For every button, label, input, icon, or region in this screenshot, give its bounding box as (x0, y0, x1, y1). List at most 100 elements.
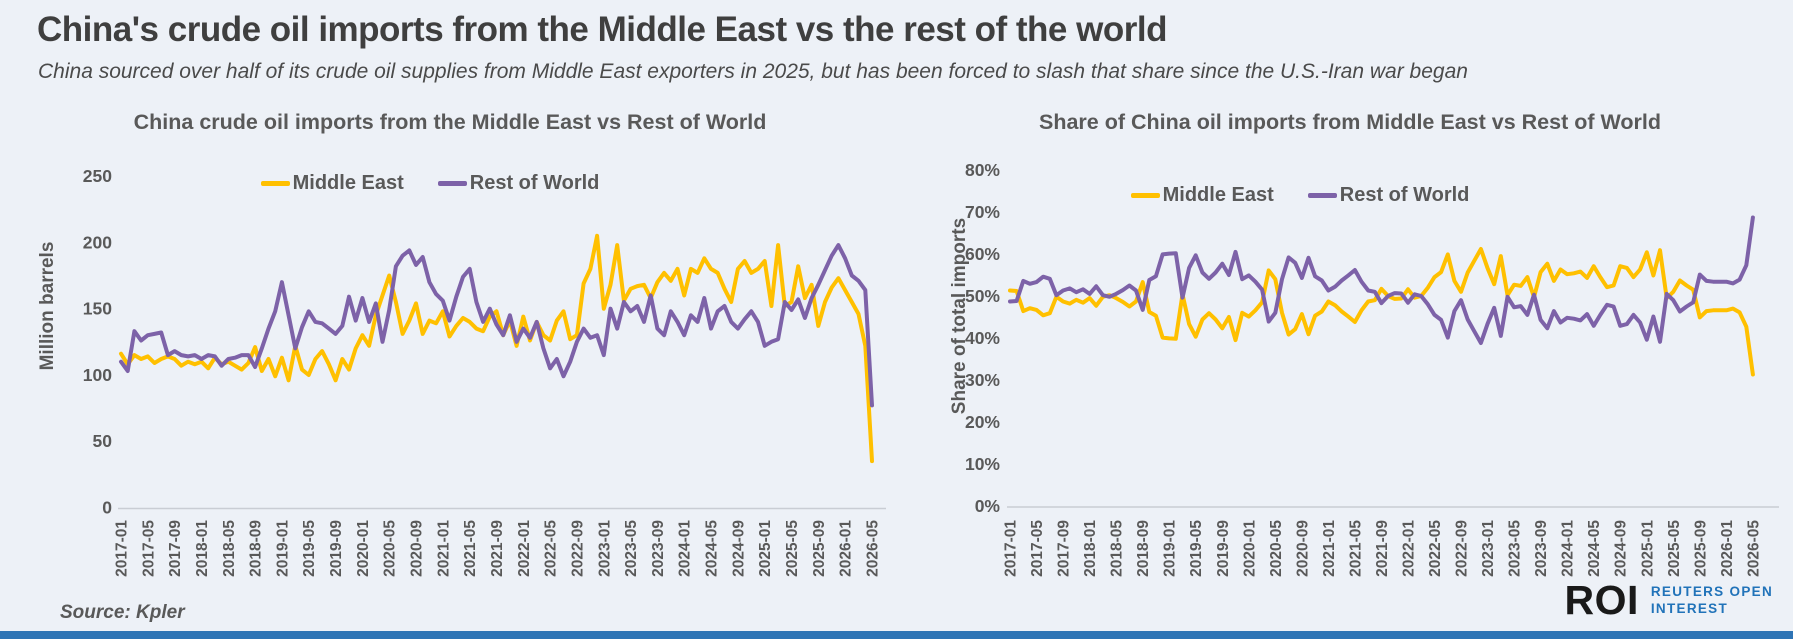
rest-of-world-line-swatch (1307, 193, 1337, 198)
middle-east-line-swatch (1130, 193, 1160, 198)
left-chart-title: China crude oil imports from the Middle … (133, 110, 767, 134)
x-tick-label: 2018-01 (1082, 520, 1099, 577)
x-tick-label: 2017-05 (140, 520, 157, 577)
x-tick-label: 2020-09 (1294, 520, 1311, 577)
x-tick-label: 2023-05 (1507, 520, 1524, 577)
series-line-middle-east (119, 233, 874, 464)
bottom-accent-bar (0, 631, 1793, 639)
y-tick-label: 20% (965, 412, 1000, 432)
x-tick-label: 2019-01 (274, 520, 291, 577)
x-tick-label: 2025-01 (1639, 520, 1656, 577)
x-tick-label: 2021-01 (435, 520, 452, 577)
legend-item-rest-of-world: Rest of World (437, 172, 600, 195)
x-tick-label: 2024-05 (704, 520, 721, 577)
x-tick-label: 2025-05 (784, 520, 801, 577)
page-title: China's crude oil imports from the Middl… (37, 10, 1167, 49)
x-tick-label: 2024-09 (1613, 520, 1630, 577)
roi-logo-line1: REUTERS OPEN (1650, 583, 1773, 599)
source-note: Source: Kpler (60, 602, 185, 623)
x-tick-label: 2022-09 (569, 520, 586, 577)
x-tick-label: 2023-05 (623, 520, 640, 577)
right-chart-title: Share of China oil imports from Middle E… (1039, 110, 1661, 134)
y-tick-label: 0% (975, 496, 1001, 516)
legend-item-rest-of-world: Rest of World (1307, 184, 1470, 207)
legend-label: Middle East (292, 172, 404, 194)
x-tick-label: 2024-05 (1586, 520, 1603, 577)
y-tick-label: 50 (93, 431, 113, 451)
y-tick-label: 30% (965, 370, 1000, 390)
y-tick-label: 40% (965, 328, 1000, 348)
x-tick-label: 2022-05 (1427, 520, 1444, 577)
y-tick-label: 150 (83, 299, 112, 319)
legend-label: Rest of World (1339, 184, 1470, 206)
x-tick-label: 2026-05 (864, 520, 881, 577)
x-tick-label: 2022-01 (1400, 520, 1417, 577)
x-tick-label: 2019-01 (1162, 520, 1179, 577)
right-chart-legend: Middle East Rest of World (970, 184, 1630, 207)
x-tick-label: 2018-01 (194, 520, 211, 577)
roi-logo: ROI REUTERS OPEN INTEREST (1564, 580, 1773, 621)
x-tick-label: 2020-05 (1268, 520, 1285, 577)
x-tick-label: 2018-09 (248, 520, 265, 577)
x-tick-label: 2017-05 (1029, 520, 1046, 577)
x-tick-label: 2017-01 (1003, 520, 1020, 577)
legend-label: Middle East (1162, 184, 1274, 206)
series-line-rest-of-world (119, 243, 874, 408)
x-tick-label: 2022-09 (1454, 520, 1471, 577)
x-tick-label: 2020-05 (382, 520, 399, 577)
x-tick-label: 2022-05 (543, 520, 560, 577)
x-tick-label: 2018-09 (1135, 520, 1152, 577)
x-tick-label: 2020-09 (409, 520, 426, 577)
x-tick-label: 2023-09 (650, 520, 667, 577)
x-tick-label: 2019-05 (1188, 520, 1205, 577)
x-tick-label: 2020-01 (1241, 520, 1258, 577)
roi-logo-abbr: ROI (1564, 577, 1639, 623)
x-tick-label: 2026-05 (1745, 520, 1762, 577)
x-tick-label: 2026-01 (838, 520, 855, 577)
y-tick-label: 70% (965, 202, 1000, 222)
x-tick-label: 2021-01 (1321, 520, 1338, 577)
x-tick-label: 2019-09 (1215, 520, 1232, 577)
page-subtitle: China sourced over half of its crude oil… (38, 60, 1468, 83)
x-tick-label: 2019-09 (328, 520, 345, 577)
x-tick-label: 2026-01 (1719, 520, 1736, 577)
y-tick-label: 10% (965, 454, 1000, 474)
y-tick-label: 0 (102, 498, 112, 518)
series-line-rest-of-world (1008, 215, 1755, 345)
roi-logo-line2: INTEREST (1650, 600, 1729, 616)
y-tick-label: 80% (965, 160, 1000, 180)
y-tick-label: 50% (965, 286, 1000, 306)
y-tick-label: 250 (83, 166, 112, 186)
x-tick-label: 2017-09 (1056, 520, 1073, 577)
x-tick-label: 2023-09 (1533, 520, 1550, 577)
x-tick-label: 2017-01 (114, 520, 131, 577)
x-tick-label: 2024-09 (730, 520, 747, 577)
x-tick-label: 2024-01 (677, 520, 694, 577)
x-tick-label: 2017-09 (167, 520, 184, 577)
x-tick-label: 2021-09 (489, 520, 506, 577)
legend-item-middle-east: Middle East (1130, 184, 1274, 207)
x-tick-label: 2022-01 (516, 520, 533, 577)
x-tick-label: 2025-05 (1666, 520, 1683, 577)
left-chart-legend: Middle East Rest of World (60, 172, 800, 195)
x-tick-label: 2023-01 (1480, 520, 1497, 577)
x-tick-label: 2023-01 (596, 520, 613, 577)
y-tick-label: 100 (83, 365, 112, 385)
middle-east-line-swatch (260, 181, 290, 186)
x-tick-label: 2021-05 (1347, 520, 1364, 577)
x-tick-label: 2018-05 (1109, 520, 1126, 577)
x-tick-label: 2024-01 (1560, 520, 1577, 577)
legend-label: Rest of World (469, 172, 600, 194)
x-tick-label: 2025-09 (1692, 520, 1709, 577)
series-line-middle-east (1008, 247, 1755, 377)
x-tick-label: 2021-05 (462, 520, 479, 577)
roi-logo-text: REUTERS OPEN INTEREST (1651, 584, 1773, 618)
rest-of-world-line-swatch (437, 181, 467, 186)
x-tick-label: 2025-09 (811, 520, 828, 577)
x-tick-label: 2021-09 (1374, 520, 1391, 577)
y-tick-label: 200 (83, 232, 112, 252)
legend-item-middle-east: Middle East (260, 172, 404, 195)
x-tick-label: 2018-05 (221, 520, 238, 577)
